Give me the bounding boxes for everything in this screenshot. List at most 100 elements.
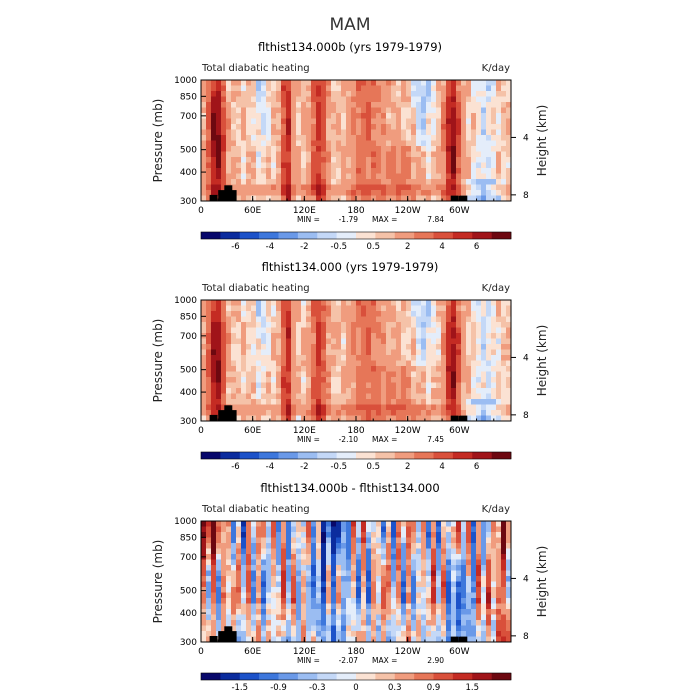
colorbar-swatch xyxy=(317,452,337,459)
heatmap-cell xyxy=(346,388,352,394)
heatmap-cell xyxy=(386,581,392,588)
heatmap-cell xyxy=(241,543,247,549)
heatmap-cell xyxy=(491,124,497,130)
heatmap-cell xyxy=(406,393,412,400)
heatmap-cell xyxy=(251,316,257,323)
heatmap-cell xyxy=(336,570,342,577)
heatmap-cell xyxy=(326,85,332,92)
heatmap-cell xyxy=(356,300,362,306)
heatmap-cell xyxy=(226,168,232,174)
heatmap-cell xyxy=(226,559,232,566)
heatmap-cell xyxy=(376,366,382,372)
heatmap-cell xyxy=(421,96,427,103)
heatmap-cell xyxy=(481,338,487,345)
heatmap-cell xyxy=(371,382,377,389)
heatmap-cell xyxy=(311,388,317,394)
heatmap-cell xyxy=(236,349,242,356)
heatmap-cell xyxy=(311,107,317,114)
heatmap-cell xyxy=(506,526,511,533)
heatmap-cell xyxy=(346,543,352,549)
heatmap-cell xyxy=(246,195,252,201)
heatmap-cell xyxy=(441,146,447,152)
heatmap-cell xyxy=(356,135,362,141)
heatmap-cell xyxy=(211,576,217,582)
heatmap-cell xyxy=(371,85,377,92)
heatmap-cell xyxy=(501,366,507,372)
heatmap-cell xyxy=(311,162,317,169)
heatmap-cell xyxy=(221,140,227,147)
heatmap-cell xyxy=(451,614,457,621)
heatmap-cell xyxy=(296,559,302,566)
heatmap-cell xyxy=(261,173,267,180)
heatmap-cell xyxy=(246,543,252,549)
heatmap-cell xyxy=(311,85,317,92)
x-tick-label: 0 xyxy=(198,426,204,436)
heatmap-cell xyxy=(501,96,507,103)
heatmap-cell xyxy=(461,96,467,103)
heatmap-cell xyxy=(396,603,402,610)
heatmap-cell xyxy=(476,107,482,114)
heatmap-cell xyxy=(371,195,377,201)
heatmap-cell xyxy=(411,305,417,312)
heatmap-cell xyxy=(226,603,232,610)
heatmap-cell xyxy=(446,377,452,383)
heatmap-cell xyxy=(446,85,452,92)
heatmap-cell xyxy=(226,366,232,372)
heatmap-cell xyxy=(256,344,262,350)
heatmap-cell xyxy=(316,554,322,560)
heatmap-cell xyxy=(431,80,437,86)
heatmap-cell xyxy=(501,526,507,533)
heatmap-cell xyxy=(201,311,207,317)
heatmap-cell xyxy=(316,355,322,361)
heatmap-cell xyxy=(341,399,347,405)
heatmap-cell xyxy=(221,620,227,626)
heatmap-cell xyxy=(246,349,252,356)
heatmap-cell xyxy=(296,382,302,389)
colorbar-swatch xyxy=(239,673,260,680)
heatmap-cell xyxy=(236,366,242,372)
heatmap-cell xyxy=(246,388,252,394)
heatmap-cell xyxy=(291,399,297,405)
heatmap-cell xyxy=(316,118,322,125)
heatmap-cell xyxy=(436,102,442,108)
heatmap-cell xyxy=(216,521,222,527)
heatmap-cell xyxy=(386,576,392,582)
heatmap-cell xyxy=(326,614,332,621)
x-tick-label: 60W xyxy=(449,647,469,657)
heatmap-cell xyxy=(451,129,457,136)
heatmap-cell xyxy=(211,184,217,191)
heatmap-cell xyxy=(506,592,511,599)
heatmap-cell xyxy=(361,366,367,372)
heatmap-cell xyxy=(286,554,292,560)
heatmap-cell xyxy=(476,526,482,533)
heatmap-cell xyxy=(261,344,267,350)
heatmap-cell xyxy=(246,625,252,632)
heatmap-cell xyxy=(381,338,387,345)
heatmap-cell xyxy=(381,636,387,642)
heatmap-cell xyxy=(396,382,402,389)
heatmap-cell xyxy=(506,327,511,334)
max-label: MAX = xyxy=(372,215,397,224)
heatmap-cell xyxy=(446,636,452,642)
heatmap-cell xyxy=(346,393,352,400)
heatmap-cell xyxy=(376,355,382,361)
heatmap-cell xyxy=(206,96,212,103)
heatmap-cell xyxy=(486,305,492,312)
heatmap-cell xyxy=(481,102,487,108)
heatmap-cell xyxy=(501,173,507,180)
heatmap-cell xyxy=(241,327,247,334)
heatmap-cell xyxy=(446,107,452,114)
heatmap-cell xyxy=(266,80,272,86)
heatmap-cell xyxy=(336,554,342,560)
heatmap-cell xyxy=(271,322,277,328)
heatmap-cell xyxy=(501,592,507,599)
heatmap-cell xyxy=(336,151,342,158)
heatmap-cell xyxy=(371,118,377,125)
heatmap-cell xyxy=(241,371,247,378)
heatmap-cell xyxy=(331,382,337,389)
heatmap-cell xyxy=(306,543,312,549)
heatmap-cell xyxy=(256,135,262,141)
heatmap-cell xyxy=(226,598,232,604)
heatmap-cell xyxy=(381,554,387,560)
heatmap-cell xyxy=(296,300,302,306)
